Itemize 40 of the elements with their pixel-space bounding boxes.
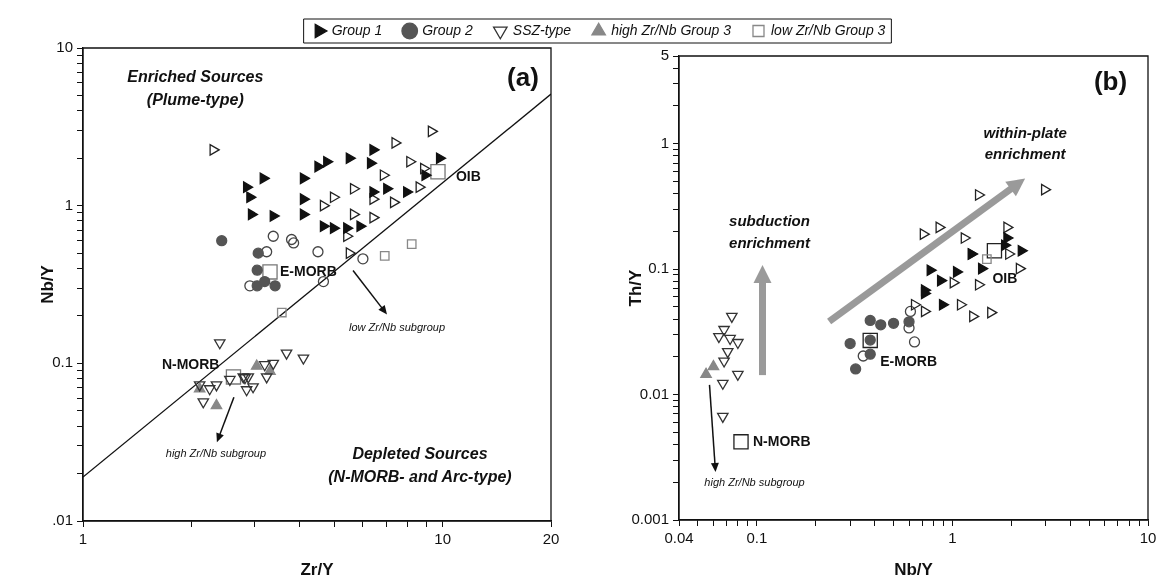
legend-label: SSZ-type (512, 21, 572, 38)
y-tick-label: 0.1 (52, 353, 73, 371)
y-axis-title: Th/Y (625, 268, 645, 307)
y-tick-label: 1 (660, 133, 669, 151)
legend-label: high Zr/Nb Group 3 (611, 21, 732, 38)
annotation: E-MORB (279, 262, 337, 279)
y-tick-label: 0.001 (631, 510, 669, 528)
annotation: N-MORB (753, 432, 811, 449)
annotation: low Zr/Nb subgroup (349, 320, 446, 333)
x-tick-label: 1 (78, 530, 88, 548)
x-tick-label: 0.04 (664, 529, 694, 547)
x-tick-label: 10 (434, 530, 452, 548)
y-axis-title: Nb/Y (37, 264, 57, 304)
annotation: Depleted Sources (N-MORB- and Arc-type) (328, 445, 512, 486)
y-tick-label: 10 (56, 38, 73, 56)
annotation: (b) (1093, 66, 1128, 97)
y-tick-label: 0.01 (639, 384, 669, 402)
annotation: (a) (507, 62, 539, 93)
annotation: OIB (455, 167, 481, 184)
annotation: within-plate enrichment (983, 123, 1067, 163)
y-tick-label: .01 (52, 511, 73, 529)
x-axis-title: Nb/Y (894, 560, 934, 580)
legend-label: Group 1 (331, 21, 383, 38)
annotation: high Zr/Nb subgroup (704, 475, 805, 488)
y-tick-label: 1 (64, 195, 73, 213)
x-tick-label: 10 (1139, 529, 1157, 547)
annotation: E-MORB (880, 353, 938, 370)
x-tick-label: 20 (542, 530, 560, 548)
annotation: OIB (992, 269, 1018, 286)
x-axis-title: Zr/Y (300, 560, 335, 580)
annotation: N-MORB (161, 355, 220, 372)
annotation: subduction enrichment (729, 212, 811, 251)
x-tick-label: 1 (948, 529, 957, 547)
x-tick-label: 0.1 (746, 529, 768, 547)
y-tick-label: 0.1 (648, 259, 669, 277)
y-tick-label: 5 (660, 46, 669, 64)
legend-label: low Zr/Nb Group 3 (770, 21, 886, 38)
annotation: high Zr/Nb subgroup (165, 447, 267, 460)
legend-label: Group 2 (422, 21, 474, 38)
annotation: Enriched Sources (Plume-type) (127, 67, 264, 108)
